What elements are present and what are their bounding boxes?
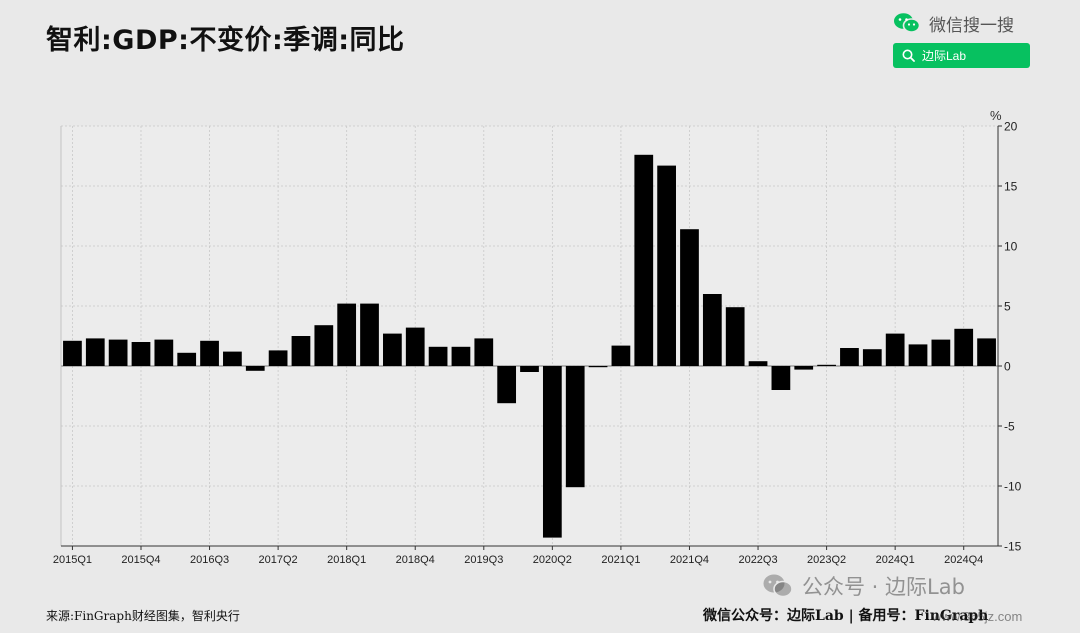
search-icon [902, 49, 915, 62]
bar-2016Q3 [200, 340, 219, 366]
bar-2017Q1 [245, 366, 265, 371]
bar-2022Q2 [725, 307, 745, 366]
bar-2022Q4 [771, 366, 791, 390]
bar-2020Q1 [520, 366, 539, 372]
bar-2024Q3 [931, 339, 951, 366]
bar-2016Q1 [154, 339, 174, 366]
x-tick-label: 2020Q2 [533, 554, 572, 566]
search-button[interactable]: 边际Lab [893, 43, 1030, 68]
x-tick-label: 2015Q4 [121, 554, 160, 566]
bar-2018Q3 [383, 333, 402, 366]
site-watermark: www.365jz.com [932, 609, 1023, 624]
search-label: 边际Lab [922, 49, 967, 63]
bar-2015Q2 [85, 338, 105, 366]
bar-2024Q2 [908, 344, 928, 366]
bar-2024Q1 [885, 333, 905, 366]
bar-2023Q3 [840, 348, 859, 366]
bar-2021Q4 [680, 229, 699, 366]
x-tick-label: 2018Q1 [327, 554, 366, 566]
bar-2015Q4 [131, 342, 151, 366]
bar-2022Q3 [748, 361, 768, 366]
y-tick-label: -15 [1004, 540, 1022, 554]
wechat-icon [763, 574, 793, 598]
bar-2020Q4 [588, 366, 608, 368]
chart-title: 智利:GDP:不变价:季调:同比 [46, 25, 405, 56]
bar-2021Q1 [611, 345, 631, 366]
bar-2019Q4 [497, 366, 517, 404]
x-tick-label: 2021Q4 [670, 554, 709, 566]
wechat-search-label: 微信搜一搜 [929, 15, 1014, 36]
source-note: 来源:FinGraph财经图集，智利央行 [46, 609, 240, 623]
bar-2019Q3 [474, 338, 494, 366]
bar-2017Q3 [291, 336, 311, 366]
wechat-search-brand: 微信搜一搜 [893, 10, 1014, 36]
bar-2015Q3 [108, 339, 128, 366]
x-tick-label: 2022Q3 [738, 554, 777, 566]
footer-account-info: 微信公众号：边际Lab | 备用号：FinGraph [703, 608, 989, 624]
y-tick-label: 5 [1004, 300, 1011, 314]
wechat-icon [894, 13, 921, 33]
plot-area [61, 126, 998, 546]
x-tick-label: 2019Q3 [464, 554, 503, 566]
x-tick-label: 2016Q3 [190, 554, 229, 566]
bar-2018Q1 [337, 303, 357, 366]
bar-2016Q2 [177, 352, 197, 366]
bar-2020Q2 [542, 366, 562, 538]
x-axis: 2015Q1 2015Q4 2016Q3 2017Q2 2018Q1 2018Q4 2019… [53, 545, 998, 566]
y-tick-label: -10 [1004, 480, 1022, 494]
bar-2022Q1 [702, 294, 722, 366]
bar-2021Q2 [634, 154, 654, 366]
y-tick-label: 10 [1004, 240, 1018, 254]
bar-2025Q1 [977, 338, 996, 366]
watermark-text: 公众号 · 边际Lab [802, 575, 965, 599]
x-tick-label: 2018Q4 [396, 554, 435, 566]
bars [63, 154, 996, 538]
bar-2018Q4 [405, 327, 425, 366]
x-tick-label: 2023Q2 [807, 554, 846, 566]
y-tick-label: -5 [1004, 420, 1015, 434]
bar-2024Q4 [954, 328, 974, 366]
bar-2018Q2 [360, 303, 379, 366]
bar-2019Q2 [451, 346, 471, 366]
x-tick-label: 2021Q1 [601, 554, 640, 566]
bar-2020Q3 [565, 366, 585, 488]
y-tick-label: 20 [1004, 120, 1018, 134]
watermark: 公众号 · 边际Lab [762, 572, 965, 600]
bar-2023Q2 [817, 364, 836, 366]
x-tick-label: 2017Q2 [259, 554, 298, 566]
y-axis: 20 15 10 5 0 -5 -10 -15 [60, 120, 1022, 554]
bar-2019Q1 [428, 346, 448, 366]
bar-2017Q2 [268, 350, 288, 366]
bar-2015Q1 [63, 340, 82, 366]
bar-2023Q4 [862, 349, 882, 366]
x-tick-label: 2024Q1 [876, 554, 915, 566]
x-tick-label: 2024Q4 [944, 554, 983, 566]
bar-2023Q1 [794, 366, 814, 370]
y-tick-label: 15 [1004, 180, 1018, 194]
bar-2017Q4 [314, 325, 334, 366]
y-axis-unit: % [990, 108, 1002, 123]
bar-2021Q3 [657, 165, 676, 366]
bar-2016Q4 [223, 351, 242, 366]
x-tick-label: 2015Q1 [53, 554, 92, 566]
y-tick-label: 0 [1004, 360, 1011, 374]
